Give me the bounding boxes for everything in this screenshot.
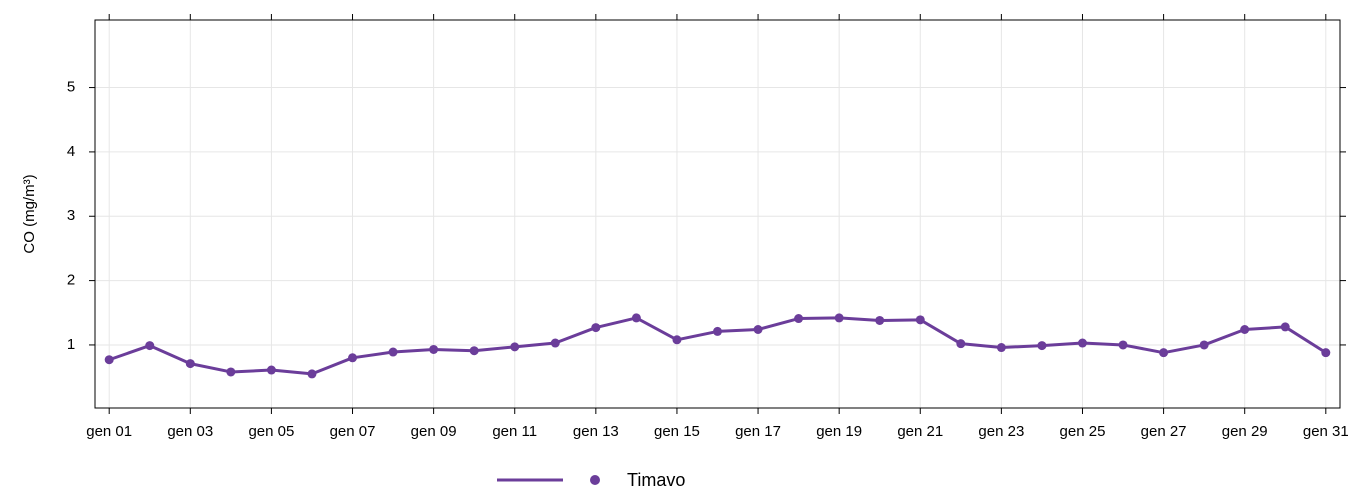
x-tick-label: gen 15 [654,423,700,440]
data-point [185,359,195,369]
data-point [1321,348,1331,358]
x-tick-label: gen 29 [1222,423,1268,440]
y-tick-label: 4 [67,143,75,160]
x-tick-label: gen 19 [816,423,862,440]
data-point [1159,348,1169,358]
data-point [307,369,317,379]
data-point [956,339,966,349]
x-tick-label: gen 23 [978,423,1024,440]
x-tick-label: gen 21 [897,423,943,440]
data-point [753,324,763,334]
data-point [996,343,1006,353]
x-tick-label: gen 07 [330,423,376,440]
x-tick-label: gen 11 [492,423,537,440]
data-point [1037,341,1047,351]
x-tick-label: gen 09 [411,423,457,440]
data-point [834,313,844,323]
plot-frame [94,19,1341,409]
data-point [591,323,601,333]
data-point [875,315,885,325]
data-point [104,355,114,365]
x-tick-label: gen 01 [86,423,132,440]
x-tick-label: gen 17 [735,423,781,440]
x-tick-label: gen 05 [248,423,294,440]
data-point [510,342,520,352]
data-point [915,315,925,325]
data-point [145,341,155,351]
data-point [1280,322,1290,332]
y-tick-label: 5 [67,79,75,96]
data-point [1199,340,1209,350]
x-tick-label: gen 31 [1303,423,1349,440]
data-point [1240,324,1250,334]
series-line [108,316,1327,376]
data-point [469,346,479,356]
data-point [226,367,236,377]
data-point [713,326,722,336]
data-point [550,338,560,348]
data-point [631,313,641,323]
legend-label: Timavo [627,470,685,488]
x-tick-label: gen 13 [573,423,619,440]
legend-marker [590,475,600,485]
data-point [388,347,398,357]
x-tick-label: gen 03 [167,423,213,440]
data-point [266,365,276,375]
y-tick-label: 1 [67,336,75,353]
data-point [348,353,358,363]
data-point [1077,338,1087,348]
x-tick-label: gen 25 [1060,423,1106,440]
y-axis-label: CO (mg/m³) [21,174,38,253]
y-tick-label: 2 [67,272,75,289]
data-point [429,344,439,354]
x-tick-label: gen 27 [1141,423,1187,440]
data-point [794,314,804,324]
data-point [672,335,682,345]
y-tick-label: 3 [67,207,75,224]
data-point [1118,340,1128,350]
